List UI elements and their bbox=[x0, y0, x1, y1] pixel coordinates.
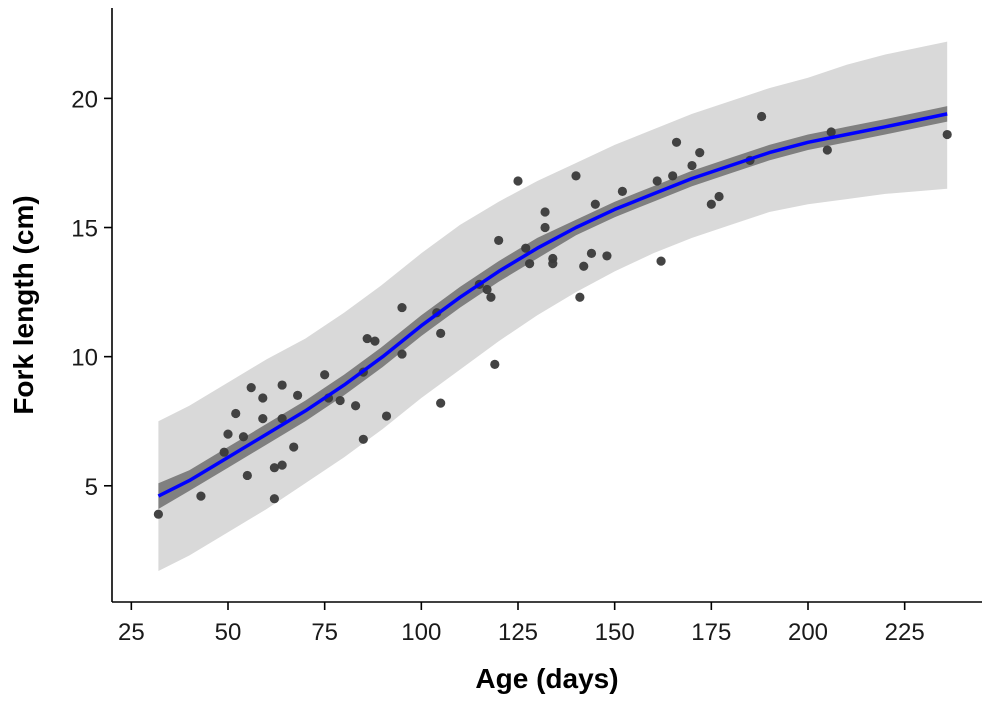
data-point bbox=[246, 383, 256, 393]
data-point bbox=[494, 235, 504, 246]
y-tick-label: 10 bbox=[71, 345, 98, 372]
y-tick-label: 15 bbox=[71, 216, 98, 243]
data-point bbox=[695, 148, 705, 158]
data-point bbox=[269, 494, 279, 504]
data-point bbox=[540, 222, 550, 233]
data-point bbox=[397, 302, 407, 313]
data-point bbox=[525, 259, 535, 269]
data-point bbox=[540, 207, 550, 217]
data-point bbox=[335, 395, 345, 406]
data-point bbox=[238, 432, 249, 442]
data-point bbox=[351, 401, 361, 411]
data-point bbox=[942, 129, 952, 140]
x-tick-label: 175 bbox=[691, 619, 731, 646]
x-tick-label: 225 bbox=[885, 619, 925, 646]
data-point bbox=[826, 127, 836, 137]
y-axis-ticks: 5 10 15 20 bbox=[71, 86, 112, 501]
data-point bbox=[668, 171, 678, 181]
data-point bbox=[269, 463, 279, 473]
x-tick-label: 100 bbox=[401, 619, 441, 646]
data-point bbox=[289, 442, 299, 452]
data-point bbox=[397, 349, 407, 359]
data-point bbox=[196, 491, 206, 501]
band-layer bbox=[158, 41, 948, 572]
data-point bbox=[153, 509, 163, 519]
fitted-curve-line bbox=[157, 112, 948, 498]
data-point bbox=[757, 111, 767, 122]
y-tick-label: 20 bbox=[71, 86, 98, 113]
data-point bbox=[521, 243, 531, 253]
x-tick-label: 200 bbox=[788, 619, 828, 646]
prediction-interval-band bbox=[158, 41, 948, 572]
data-point bbox=[370, 336, 380, 346]
data-point bbox=[223, 429, 233, 439]
data-point bbox=[231, 408, 241, 419]
data-point bbox=[436, 328, 446, 339]
x-axis-title: Age (days) bbox=[475, 663, 618, 694]
data-point bbox=[436, 398, 446, 408]
data-point bbox=[242, 470, 252, 481]
data-point bbox=[602, 251, 612, 261]
data-point bbox=[590, 199, 600, 209]
y-tick-label: 5 bbox=[85, 474, 98, 501]
data-point bbox=[571, 171, 581, 181]
data-point bbox=[617, 186, 628, 196]
data-point bbox=[258, 414, 268, 424]
y-axis-title: Fork length (cm) bbox=[8, 195, 39, 414]
data-point bbox=[293, 390, 303, 400]
data-point bbox=[687, 160, 697, 171]
data-point bbox=[482, 284, 492, 295]
data-point bbox=[277, 414, 287, 424]
data-point bbox=[652, 176, 662, 186]
data-point bbox=[513, 176, 523, 186]
data-point bbox=[671, 137, 682, 147]
x-tick-label: 50 bbox=[215, 619, 242, 646]
axes-layer bbox=[111, 8, 982, 603]
data-point bbox=[490, 359, 500, 369]
x-tick-label: 75 bbox=[311, 619, 338, 646]
x-tick-label: 25 bbox=[118, 619, 145, 646]
data-point bbox=[277, 380, 287, 390]
data-point bbox=[714, 191, 724, 202]
data-point bbox=[320, 370, 330, 380]
data-point bbox=[219, 447, 229, 457]
data-point bbox=[586, 248, 597, 258]
x-tick-label: 150 bbox=[595, 619, 635, 646]
x-axis-ticks: 25 50 75 100 125 150 175 200 225 bbox=[118, 602, 925, 646]
data-point bbox=[579, 261, 589, 271]
data-point bbox=[548, 259, 558, 269]
data-point bbox=[486, 292, 496, 302]
data-point bbox=[277, 460, 287, 470]
data-point bbox=[822, 145, 832, 155]
data-point bbox=[258, 393, 268, 403]
x-tick-label: 125 bbox=[498, 619, 538, 646]
data-point bbox=[575, 292, 585, 302]
data-point bbox=[706, 199, 716, 209]
data-point bbox=[381, 411, 392, 421]
data-point bbox=[358, 434, 368, 444]
data-point bbox=[656, 256, 666, 266]
data-point bbox=[362, 333, 372, 344]
